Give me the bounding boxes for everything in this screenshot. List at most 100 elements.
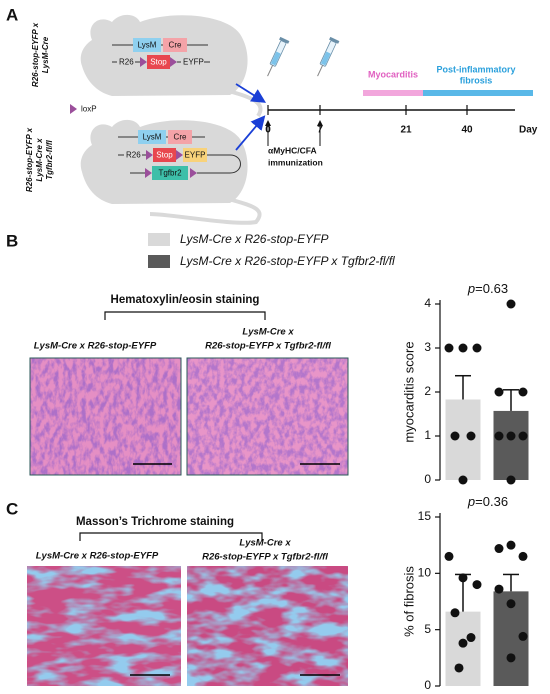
error-bar	[455, 374, 471, 400]
p-value: p=0.63	[467, 281, 508, 296]
chart: 0 1 2 3 4 myocarditis score p=0.63	[401, 281, 529, 486]
y-tick-label: 10	[418, 566, 432, 580]
genotype-label: LysM-Cre x	[35, 138, 44, 182]
data-point	[458, 343, 468, 353]
data-point	[506, 475, 516, 485]
group-label: R26-stop-EYFP x Tgfbr2-fl/fl	[202, 552, 328, 563]
y-tick-label: 0	[424, 678, 431, 692]
group-label: LysM-Cre x	[239, 538, 291, 549]
p-value: p=0.36	[467, 494, 508, 509]
legend-label: LysM-Cre x R26-stop-EYFP	[180, 232, 328, 246]
data-point	[472, 580, 482, 590]
phase-label: Post-inflammatory	[436, 64, 515, 74]
genotype-label: Tgfbr2-fl/fl	[45, 139, 54, 179]
timeline-unit: Day	[519, 125, 538, 136]
mouse-2: LysM Cre R26 Stop EYFP Tgfbr2	[80, 119, 262, 225]
he-image	[29, 357, 182, 476]
loxp-label: loxP	[81, 105, 97, 114]
p-value-part: p	[467, 281, 475, 296]
he-image	[186, 357, 349, 476]
data-point	[450, 608, 460, 618]
stain-title: Hematoxylin/eosin staining	[111, 294, 260, 306]
legend: LysM-Cre x R26-stop-EYFP LysM-Cre x R26-s…	[148, 232, 395, 268]
data-point	[518, 387, 528, 397]
data-point	[450, 431, 460, 441]
legend-swatch	[148, 255, 170, 268]
gene-label: Tgfbr2	[158, 169, 182, 178]
data-point	[506, 599, 516, 609]
chart: 0 5 10 15 % of fibrosis p=0.36	[401, 494, 529, 692]
gene-label: R26	[126, 151, 141, 160]
data-point	[458, 573, 468, 583]
data-point	[444, 551, 454, 561]
p-value-part: =0.36	[475, 494, 508, 509]
gene-label: LysM	[138, 41, 157, 50]
genotype-label: R26-stop-EYFP x	[31, 22, 40, 87]
phase-bar	[363, 90, 423, 96]
legend-label: LysM-Cre x R26-stop-EYFP x Tgfbr2-fl/fl	[180, 254, 395, 268]
gene-label: EYFP	[185, 151, 206, 160]
group-label: LysM-Cre x R26-stop-EYFP	[36, 551, 159, 562]
data-point	[494, 544, 504, 554]
y-tick-label: 1	[424, 428, 431, 442]
immunization-label: αMyHC/CFA	[268, 145, 317, 155]
gene-label: Stop	[156, 151, 173, 160]
gene-label: Stop	[150, 58, 167, 67]
gene-label: LysM	[143, 133, 162, 142]
group-label: LysM-Cre x R26-stop-EYFP	[34, 341, 157, 352]
y-tick-label: 5	[424, 622, 431, 636]
genotype-label: LysM-Cre	[41, 36, 50, 73]
data-point	[466, 633, 476, 643]
y-tick-label: 4	[424, 296, 431, 310]
data-point	[458, 638, 468, 648]
data-point	[506, 299, 516, 309]
p-value-part: =0.63	[475, 281, 508, 296]
y-tick-label: 3	[424, 340, 431, 354]
data-point	[454, 663, 464, 673]
timeline-day: 40	[461, 125, 473, 136]
gene-label: R26	[119, 58, 134, 67]
error-bar	[503, 573, 519, 592]
data-point	[494, 431, 504, 441]
data-point	[494, 387, 504, 397]
phase-bar	[423, 90, 533, 96]
bar	[445, 399, 481, 480]
trichrome-image	[187, 566, 348, 686]
trichrome-image	[27, 566, 181, 686]
data-point	[466, 431, 476, 441]
panel-label: A	[6, 5, 18, 24]
error-bar	[503, 389, 519, 411]
data-point	[518, 631, 528, 641]
panel-label: C	[6, 499, 18, 518]
stain-title: Masson’s Trichrome staining	[76, 516, 234, 528]
bar	[493, 410, 529, 480]
mouse-1: LysM Cre R26 Stop EYFP	[80, 14, 263, 118]
phase-label: Myocarditis	[368, 69, 418, 79]
data-point	[518, 431, 528, 441]
data-point	[506, 431, 516, 441]
group-label: LysM-Cre x	[242, 327, 294, 338]
legend-swatch	[148, 233, 170, 246]
p-value-part: p	[467, 494, 475, 509]
gene-label: Cre	[169, 41, 182, 50]
gene-label: Cre	[174, 133, 187, 142]
y-tick-label: 0	[424, 472, 431, 486]
data-point	[494, 584, 504, 594]
y-axis-label: % of fibrosis	[401, 566, 416, 637]
phase-label: fibrosis	[460, 75, 493, 85]
data-point	[444, 343, 454, 353]
data-point	[458, 475, 468, 485]
y-axis-label: myocarditis score	[401, 341, 416, 442]
gene-label: EYFP	[183, 58, 204, 67]
y-tick-label: 15	[418, 509, 432, 523]
data-point	[506, 653, 516, 663]
immunization-label: immunization	[268, 157, 323, 167]
group-label: R26-stop-EYFP x Tgfbr2-fl/fl	[205, 341, 331, 352]
bar	[445, 611, 481, 686]
genotype-label: R26-stop-EYFP x	[25, 127, 34, 192]
data-point	[518, 551, 528, 561]
panel-label: B	[6, 231, 18, 250]
data-point	[472, 343, 482, 353]
